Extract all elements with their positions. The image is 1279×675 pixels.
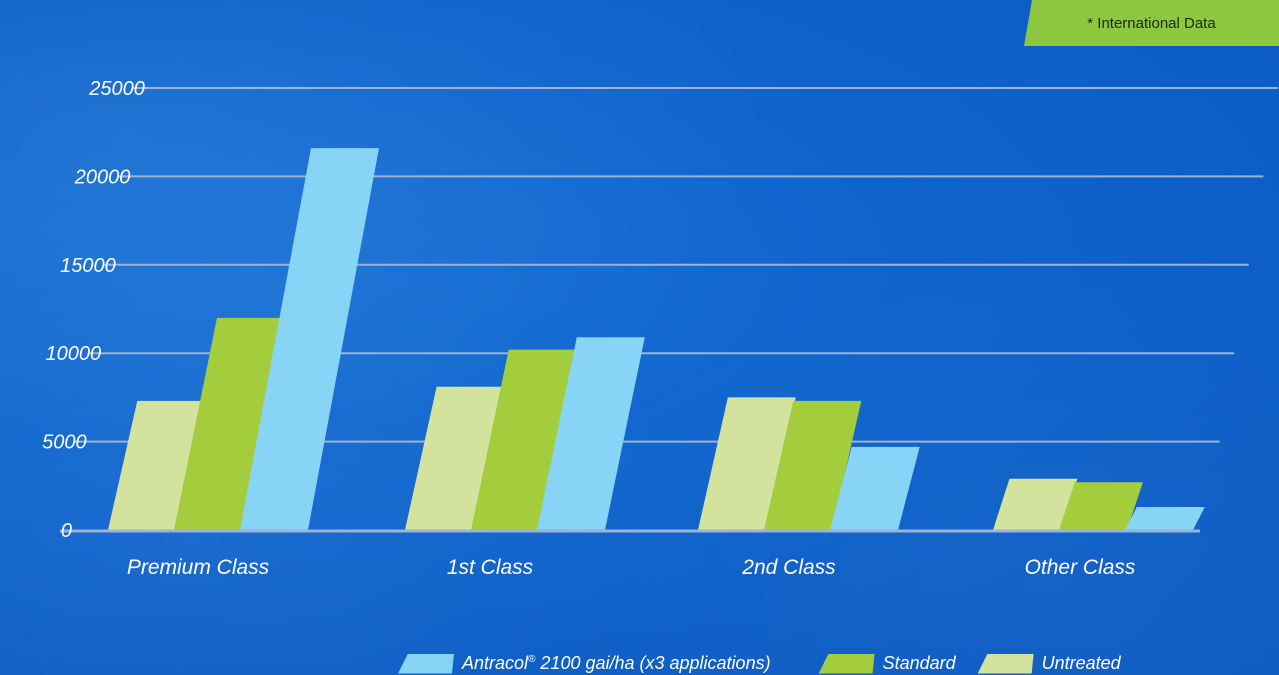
bar-untreated-2nd-class (698, 397, 796, 530)
legend-item-standard: Standard (819, 653, 956, 674)
bars (60, 148, 1205, 533)
bar-antracol-other-class (1125, 507, 1205, 530)
x-tick-other-class: Other Class (1025, 556, 1136, 579)
y-tick-25000: 25000 (88, 78, 145, 100)
bar-standard-premium-class (174, 317, 286, 530)
y-tick-10000: 10000 (46, 343, 102, 365)
bar-antracol-premium-class (240, 148, 380, 530)
x-tick-premium-class: Premium Class (127, 556, 270, 579)
bar-antracol-1st-class (537, 337, 645, 530)
legend: Antracol® 2100 gai/ha (x3 applications) … (398, 652, 1121, 675)
international-data-note: * International Data (1024, 0, 1279, 46)
y-tick-20000: 20000 (74, 166, 131, 188)
bar-chart: 0 5000 10000 15000 20000 25000 Premium Class 1… (42, 78, 1278, 579)
legend-item-antracol: Antracol® 2100 gai/ha (x3 applications) (398, 653, 771, 674)
bar-standard-1st-class (471, 349, 577, 530)
legend-swatch-standard (819, 654, 875, 674)
x-tick-2nd-class: 2nd Class (741, 556, 836, 579)
bar-standard-other-class (1059, 482, 1143, 530)
bar-untreated-other-class (993, 478, 1078, 530)
legend-label-untreated: Untreated (1041, 653, 1121, 673)
y-tick-0: 0 (61, 520, 72, 542)
legend-swatch-antracol (398, 654, 454, 674)
y-tick-5000: 5000 (42, 432, 87, 454)
x-tick-labels: Premium Class 1st Class 2nd Class Other Cla… (127, 556, 1136, 579)
x-tick-1st-class: 1st Class (447, 556, 534, 579)
legend-label-antracol: Antracol® 2100 gai/ha (x3 applications) (462, 653, 771, 673)
y-tick-labels: 0 5000 10000 15000 20000 25000 (42, 78, 145, 542)
bar-antracol-2nd-class (830, 446, 920, 530)
legend-swatch-untreated (978, 654, 1034, 674)
bar-standard-2nd-class (764, 400, 862, 530)
legend-item-untreated: Untreated (978, 653, 1121, 674)
legend-label-standard: Standard (882, 653, 956, 673)
y-tick-15000: 15000 (60, 255, 116, 277)
